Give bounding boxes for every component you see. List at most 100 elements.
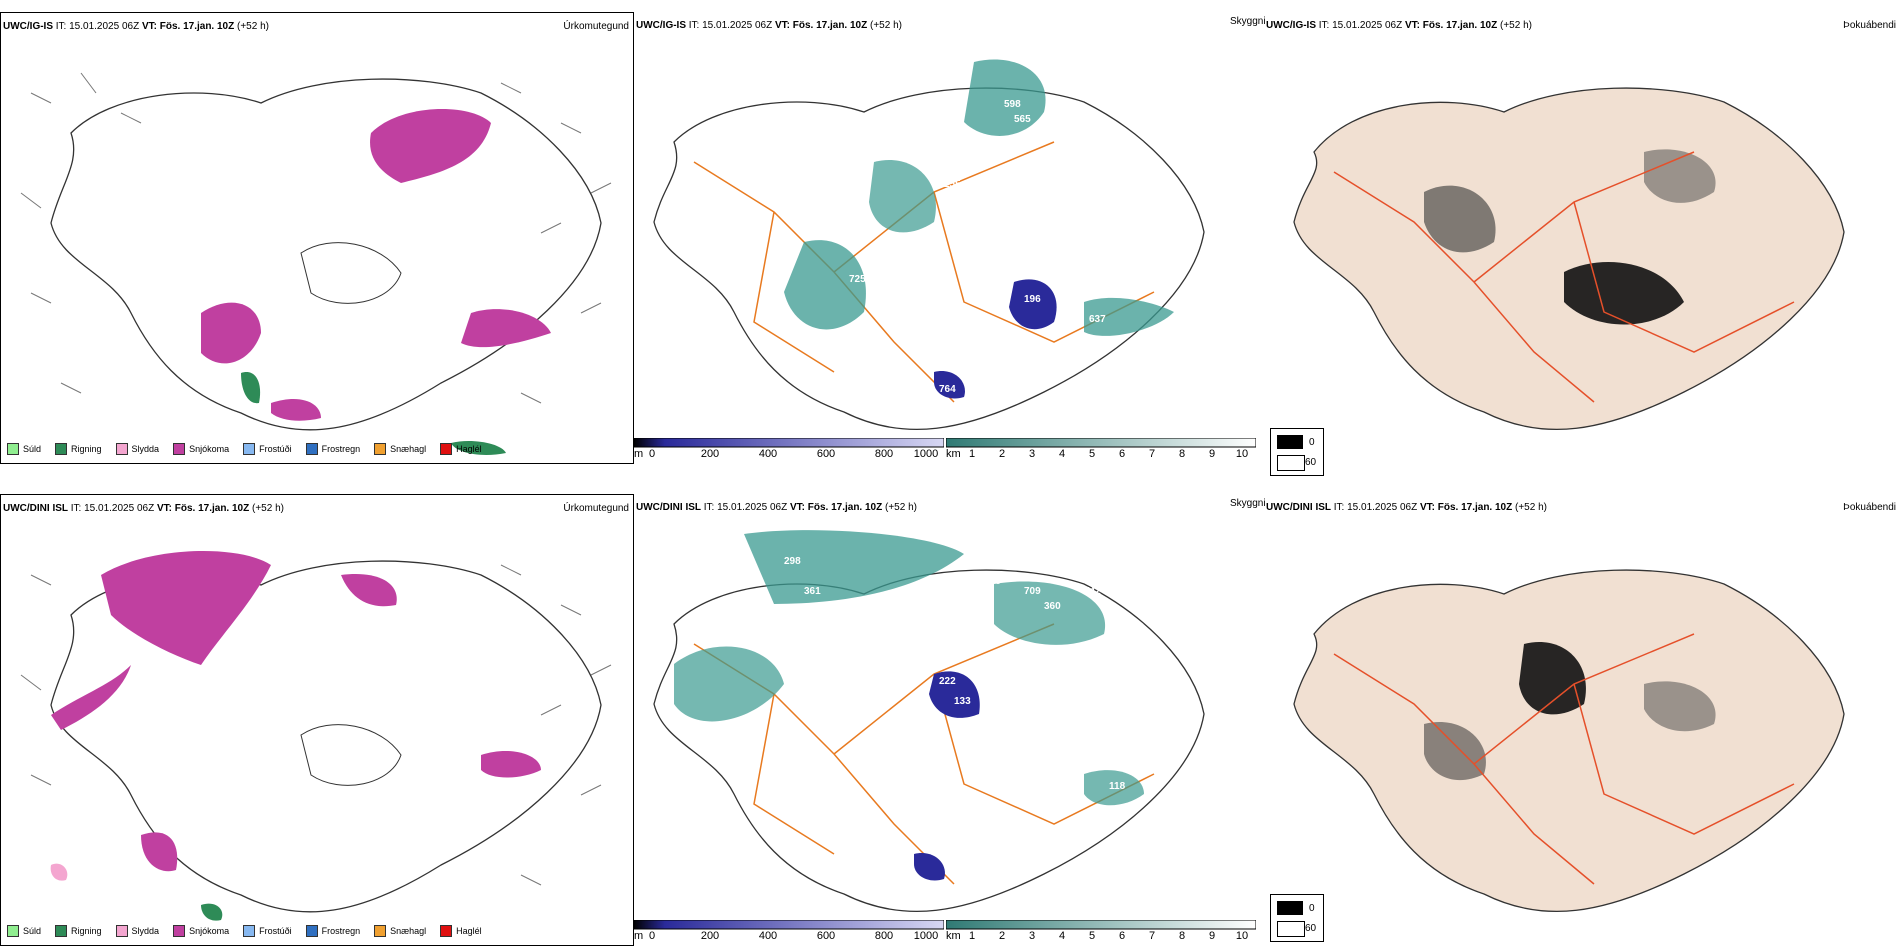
visibility-panel-row1: UWC/IG-IS IT: 15.01.2025 06Z VT: Fös. 17… [634, 12, 1266, 464]
precip-title-row1: UWC/IG-IS IT: 15.01.2025 06Z VT: Fös. 17… [3, 21, 269, 32]
precip-map-row1 [20, 72, 612, 455]
cloud-tick: 1000 [913, 930, 939, 942]
fog-area-2 [1424, 185, 1496, 253]
legend-swatch [305, 443, 318, 455]
snow-area-nw [101, 551, 271, 665]
vis-tick: 3 [1028, 930, 1036, 942]
fog-title-row1: UWC/IG-IS IT: 15.01.2025 06Z VT: Fös. 17… [1266, 20, 1532, 31]
legend-frostudi: Frostúði [243, 443, 292, 455]
ceiling-label: 725 [849, 274, 866, 285]
vis-area-4 [1084, 297, 1174, 336]
vis-area-w [674, 646, 784, 722]
legend-sudl: Súld [7, 925, 41, 937]
fog-legend-label: 0 [1309, 437, 1315, 448]
precip-legend-row1: Súld Rigning Slydda Snjókoma Frostúði Fr… [7, 443, 492, 455]
sleet-area [50, 863, 68, 881]
cloud-area-2 [914, 853, 945, 881]
legend-swatch [7, 443, 19, 455]
cloud-area-1 [1009, 279, 1057, 330]
visibility-title-row1: UWC/IG-IS IT: 15.01.2025 06Z VT: Fös. 17… [636, 20, 902, 31]
legend-swatch [55, 443, 68, 455]
legend-frostregn: Frostregn [305, 443, 360, 455]
cloud-base-colorbar-row1: m 0 200 400 600 800 1000 [634, 438, 944, 464]
legend-swatch [440, 443, 453, 455]
fog-type-title-row2: Þokuábendi [1843, 502, 1896, 513]
iceland-outline [50, 560, 602, 913]
legend-snaehagl: Snæhagl [374, 925, 426, 937]
snow-area-e [481, 750, 541, 778]
legend-swatch [115, 925, 128, 937]
snow-area-e [461, 309, 551, 348]
visibility-colorbar-gradient [946, 438, 1256, 448]
fog-area-1 [1519, 642, 1586, 715]
vis-tick: 9 [1208, 930, 1216, 942]
cloud-base-colorbar-gradient [634, 920, 944, 930]
ceiling-label: 361 [804, 586, 821, 597]
legend-swatch [243, 443, 256, 455]
fog-type-title-row1: Þokuábendi [1843, 20, 1896, 31]
cloud-base-colorbar-gradient [634, 438, 944, 448]
fog-legend-label: 0 [1309, 903, 1315, 914]
visibility-unit: km [946, 448, 961, 460]
snow-area-sw [141, 832, 178, 872]
cloud-base-unit: m [634, 448, 644, 460]
legend-swatch [243, 925, 256, 937]
visibility-colorbar-row1: km 1 2 3 4 5 6 7 8 9 10 [946, 438, 1256, 464]
snow-area-w [201, 302, 261, 364]
ceiling-label: 222 [939, 676, 956, 687]
ceiling-label: 386 [794, 641, 811, 652]
vis-tick: 7 [1148, 448, 1156, 460]
road-network [1333, 633, 1795, 885]
ceiling-label: 338 [984, 576, 1001, 587]
legend-slydda: Slydda [115, 925, 159, 937]
iceland-outline [653, 87, 1205, 431]
snow-area-west-tongue [51, 665, 131, 730]
snow-area-n [341, 574, 397, 607]
snow-area-s [271, 398, 321, 421]
precip-type-title-row2: Úrkomutegund [563, 503, 629, 514]
ceiling-label: 709 [1024, 586, 1041, 597]
legend-rigning: Rigning [55, 443, 102, 455]
cloud-base-unit: m [634, 930, 644, 942]
fog-area-2 [1424, 722, 1486, 781]
precip-type-title-row1: Úrkomutegund [563, 21, 629, 32]
visibility-type-title-row1: Skyggni [1230, 16, 1266, 27]
vis-tick: 9 [1208, 448, 1216, 460]
legend-swatch [173, 925, 186, 937]
vis-tick: 8 [1178, 930, 1186, 942]
fog-legend-white [1277, 455, 1305, 471]
vis-tick: 1 [968, 930, 976, 942]
ceiling-label: 303 [979, 174, 996, 185]
fog-title-row2: UWC/DINI ISL IT: 15.01.2025 06Z VT: Fös.… [1266, 502, 1547, 513]
cloud-tick: 0 [648, 448, 656, 460]
ceiling-label: 298 [784, 556, 801, 567]
cloud-tick: 200 [700, 448, 720, 460]
iceland-land [1293, 87, 1845, 431]
cloud-area-2 [934, 371, 965, 399]
cloud-base-colorbar-row2: m 0 200 400 600 800 1000 [634, 920, 944, 946]
precip-legend-row2: Súld Rigning Slydda Snjókoma Frostúði Fr… [7, 925, 492, 937]
vis-tick: 4 [1058, 930, 1066, 942]
vis-tick: 10 [1235, 930, 1249, 942]
vis-tick: 4 [1058, 448, 1066, 460]
fog-map-row2 [1293, 569, 1845, 913]
vis-tick: 6 [1118, 448, 1126, 460]
fog-panel-row2: UWC/DINI ISL IT: 15.01.2025 06Z VT: Fös.… [1264, 494, 1900, 946]
legend-sudl: Súld [7, 443, 41, 455]
fog-area-3 [1644, 149, 1716, 203]
vis-tick: 1 [968, 448, 976, 460]
legend-swatch [374, 443, 387, 455]
glacier-outline [300, 724, 402, 786]
fog-area-3 [1644, 681, 1716, 732]
vis-tick: 10 [1235, 448, 1249, 460]
legend-frostregn: Frostregn [305, 925, 360, 937]
legend-swatch [7, 925, 19, 937]
legend-rigning: Rigning [55, 925, 102, 937]
visibility-colorbar-gradient [946, 920, 1256, 930]
vis-tick: 7 [1148, 930, 1156, 942]
cloud-tick: 200 [700, 930, 720, 942]
cloud-tick: 400 [758, 448, 778, 460]
snow-area-ne [370, 109, 491, 183]
vis-area-3 [869, 160, 936, 233]
rain-area [201, 903, 223, 921]
